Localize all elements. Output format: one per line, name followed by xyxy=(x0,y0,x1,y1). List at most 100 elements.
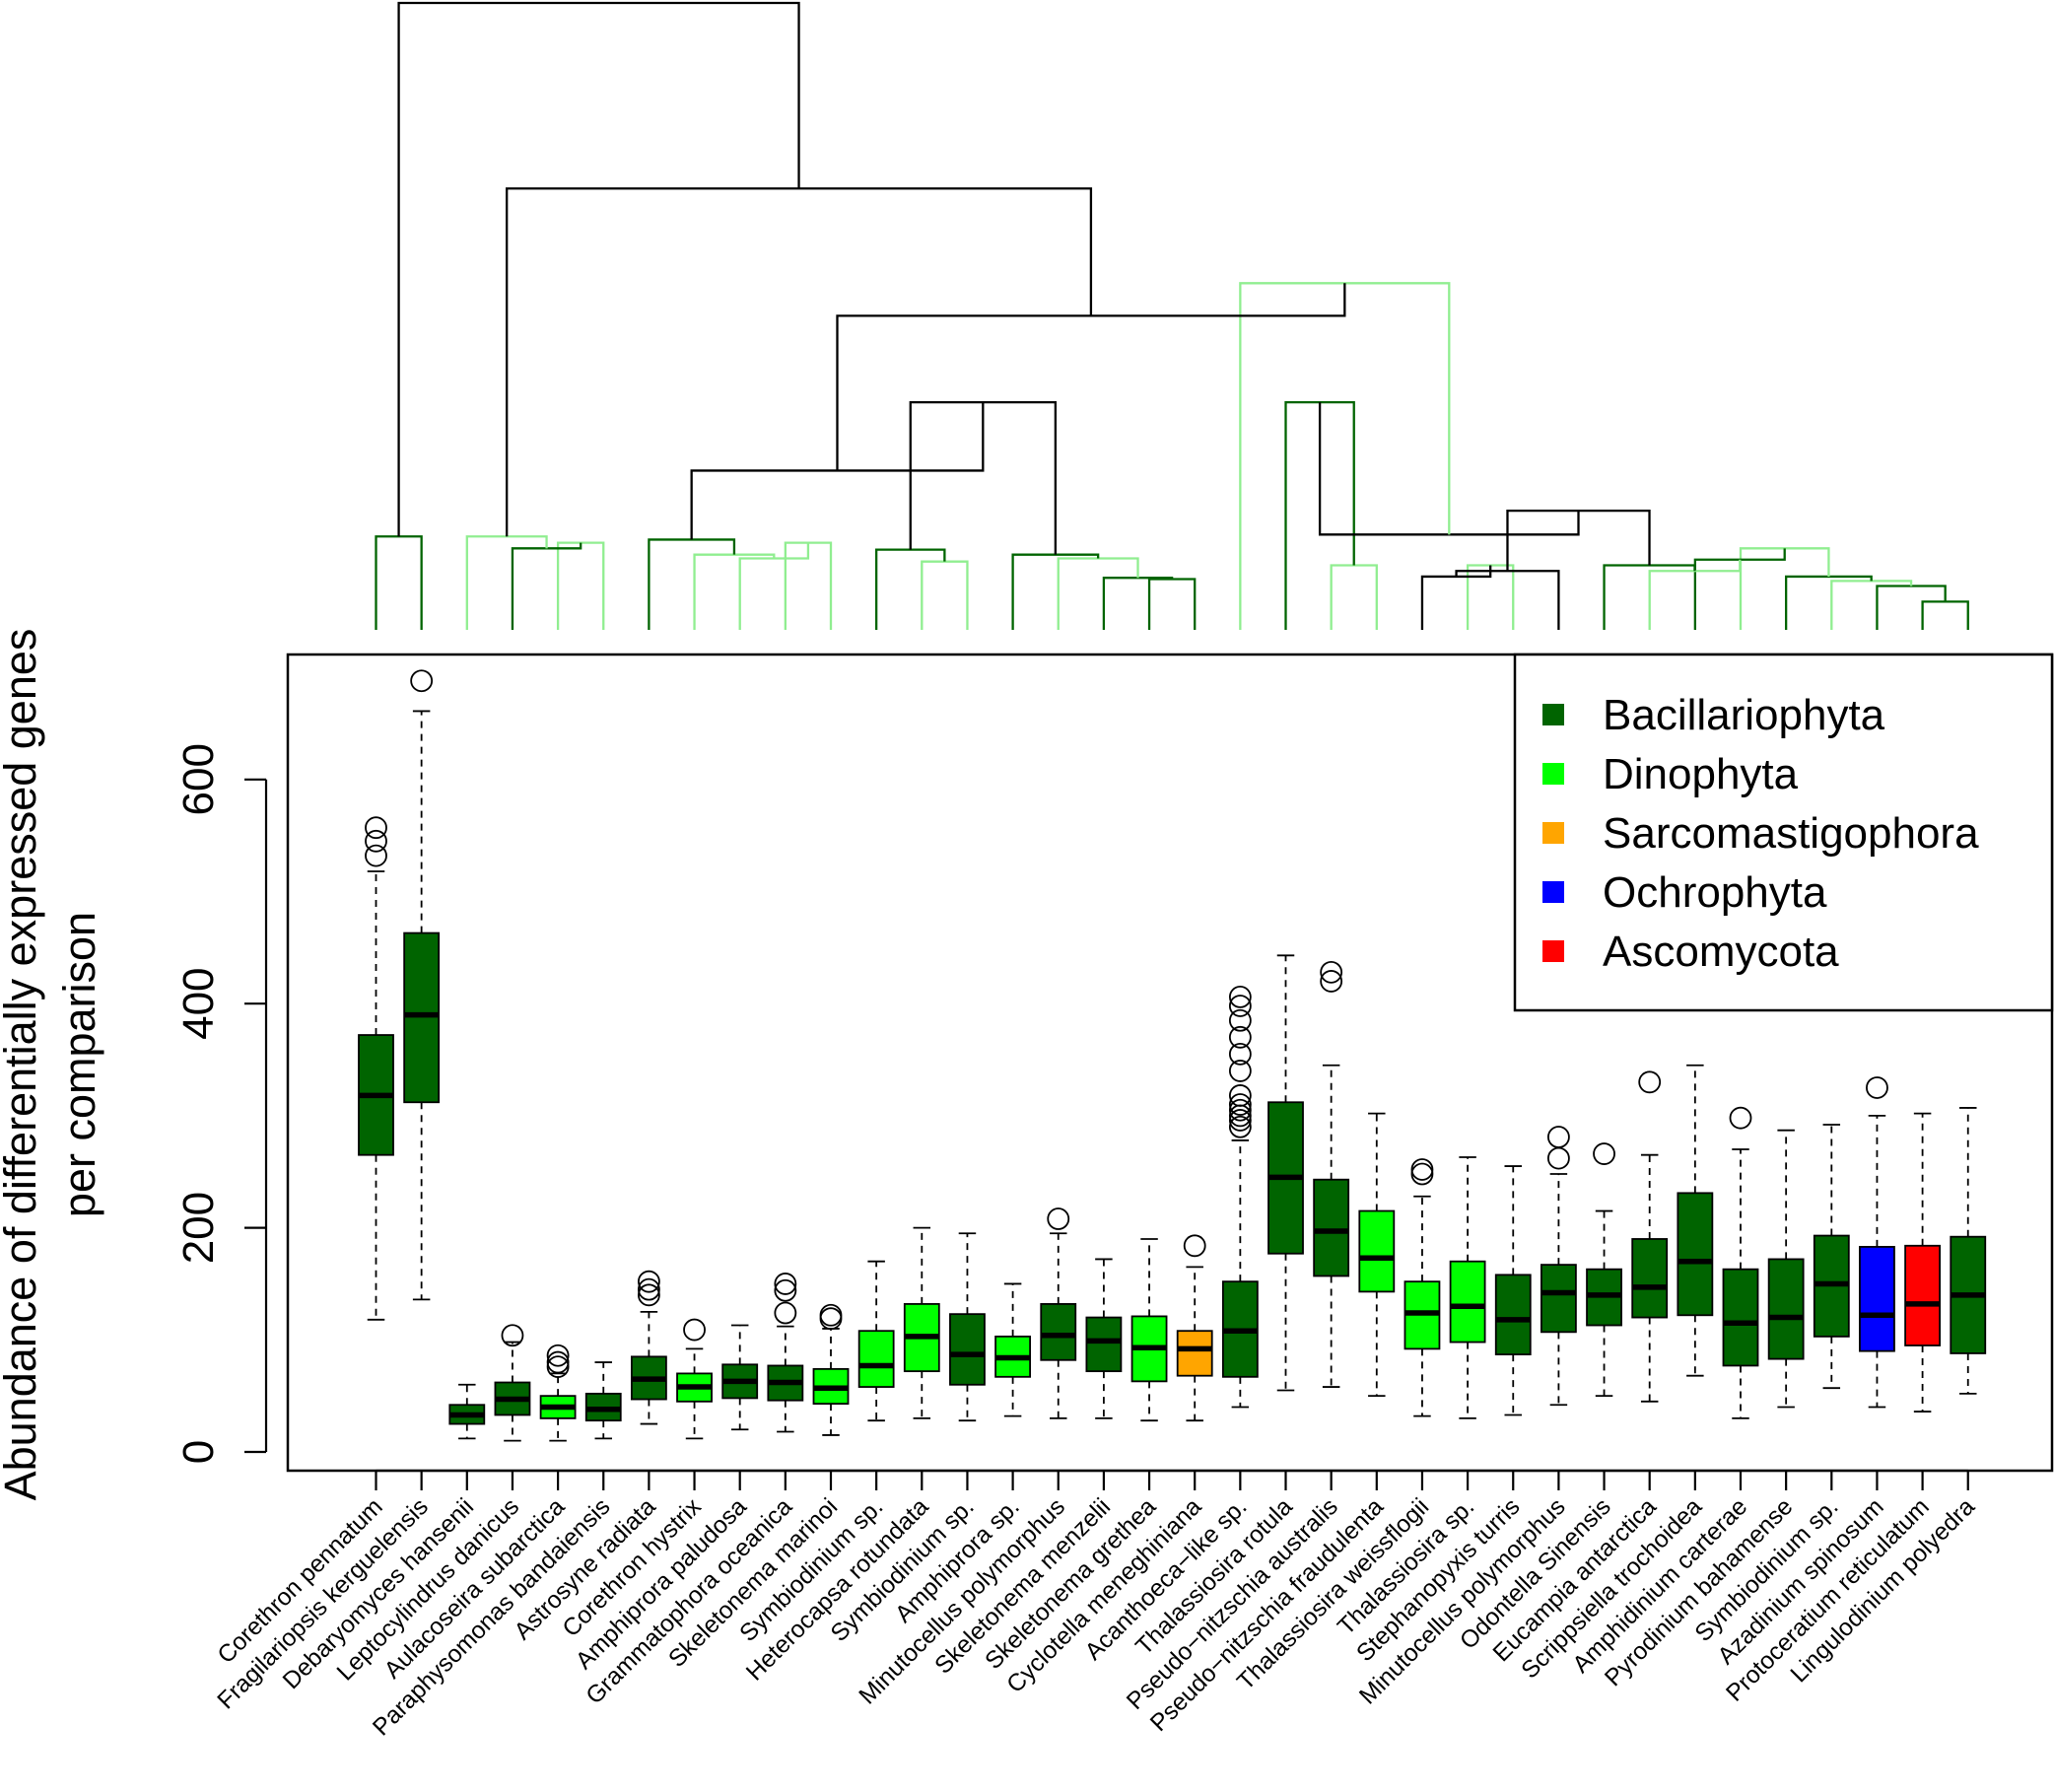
legend-swatch xyxy=(1542,763,1564,785)
outlier-point xyxy=(501,1324,524,1347)
box xyxy=(403,931,441,1104)
dendrogram xyxy=(375,1,1969,630)
outlier-point xyxy=(1228,1098,1252,1122)
box-series xyxy=(1085,1258,1123,1419)
box-series xyxy=(1722,1106,1759,1419)
outlier-point xyxy=(1228,1025,1252,1049)
legend-entry: Sarcomastigophora xyxy=(1542,809,1979,858)
dendrogram-node xyxy=(1102,577,1174,630)
box-series xyxy=(812,1303,850,1436)
dendrogram-branch xyxy=(693,553,776,630)
outlier-point xyxy=(1228,1042,1252,1066)
legend-entry: Ochrophyta xyxy=(1542,868,1827,917)
dendrogram-node xyxy=(1876,585,1947,630)
legend-entry: Ascomycota xyxy=(1542,928,1839,976)
box-series xyxy=(949,1232,986,1422)
dendrogram-branch xyxy=(1455,570,1560,630)
box-series xyxy=(903,1226,940,1419)
box-series xyxy=(631,1270,667,1425)
dendrogram-branch xyxy=(556,541,605,630)
outlier-point xyxy=(546,1355,570,1378)
box-series xyxy=(1950,1107,1987,1395)
box-series xyxy=(1404,1158,1441,1417)
box xyxy=(1085,1316,1123,1373)
legend-entry: Dinophyta xyxy=(1542,750,1799,798)
box-series xyxy=(1267,954,1304,1392)
legend-label: Sarcomastigophora xyxy=(1603,809,1979,858)
outlier-point xyxy=(1410,1162,1434,1186)
dendrogram-node xyxy=(506,187,1093,537)
dendrogram-branch xyxy=(506,187,1093,537)
legend: Bacillariophyta Dinophyta Sarcomastigophor… xyxy=(1513,653,2054,1012)
box xyxy=(949,1313,986,1386)
outlier-point xyxy=(1547,1126,1570,1148)
dendrogram-branch xyxy=(1057,557,1139,630)
dendrogram-node xyxy=(1921,600,1969,630)
box xyxy=(1631,1238,1669,1319)
outlier-point xyxy=(365,829,387,853)
outlier-point xyxy=(1547,1146,1570,1170)
outlier-point xyxy=(546,1344,570,1367)
box-series xyxy=(1859,1076,1895,1409)
outlier-point xyxy=(1866,1076,1888,1099)
dendrogram-branch xyxy=(1921,600,1969,630)
outlier-point xyxy=(1047,1207,1070,1230)
box xyxy=(1722,1268,1759,1367)
outlier-point xyxy=(1638,1070,1662,1094)
box xyxy=(1904,1244,1941,1346)
box xyxy=(1040,1303,1077,1361)
y-axis: 0 200 400 600 xyxy=(174,743,268,1464)
dendrogram-branch xyxy=(1011,553,1100,630)
box xyxy=(1449,1260,1486,1344)
outlier-point xyxy=(819,1303,843,1327)
box-series xyxy=(358,816,394,1321)
box-series xyxy=(1040,1207,1077,1419)
outlier-point xyxy=(410,669,434,693)
box-series xyxy=(1813,1124,1850,1390)
dendrogram-node xyxy=(397,1,800,537)
dendrogram-branch xyxy=(1239,282,1451,630)
outlier-point xyxy=(1183,1234,1206,1258)
legend-label: Bacillariophyta xyxy=(1603,691,1885,739)
box-series xyxy=(1677,1064,1714,1377)
dendrogram-branch xyxy=(1147,578,1197,630)
box-series xyxy=(1631,1070,1669,1403)
dendrogram-node xyxy=(465,535,548,630)
box-series xyxy=(448,1383,486,1440)
outlier-point xyxy=(1228,1008,1252,1032)
y-tick-label: 200 xyxy=(174,1192,223,1264)
box-series xyxy=(676,1318,713,1440)
dendrogram-branch xyxy=(648,538,736,630)
outlier-point xyxy=(1320,970,1343,993)
dendrogram-node xyxy=(1011,553,1100,630)
legend-entry: Bacillariophyta xyxy=(1542,691,1885,739)
dendrogram-node xyxy=(1330,564,1378,630)
dendrogram-branch xyxy=(1830,580,1913,630)
dendrogram-node xyxy=(1785,575,1873,630)
dendrogram-branch xyxy=(397,1,800,537)
outlier-point xyxy=(365,816,387,840)
box-series xyxy=(1586,1142,1622,1398)
y-tick-label: 600 xyxy=(174,743,223,815)
legend-frame xyxy=(1513,653,2054,1012)
box xyxy=(1313,1178,1350,1277)
legend-swatch xyxy=(1542,822,1564,844)
outlier-point xyxy=(638,1283,660,1307)
dendrogram-node xyxy=(511,542,582,630)
box xyxy=(1677,1192,1714,1317)
y-axis-label-line1: Abundance of differentially expressed ge… xyxy=(0,629,45,1501)
box-series xyxy=(1176,1234,1213,1422)
legend-swatch xyxy=(1542,704,1564,725)
outlier-point xyxy=(1228,995,1252,1017)
box-series xyxy=(1540,1126,1577,1407)
box-series xyxy=(994,1282,1031,1417)
dendrogram-node xyxy=(556,541,605,630)
box-series xyxy=(1904,1112,1941,1413)
dendrogram-branch xyxy=(1876,585,1947,630)
dendrogram-node xyxy=(1057,557,1139,630)
box xyxy=(1176,1330,1213,1377)
legend-label: Dinophyta xyxy=(1603,750,1799,798)
outlier-point xyxy=(638,1277,660,1301)
dendrogram-node xyxy=(693,553,776,630)
